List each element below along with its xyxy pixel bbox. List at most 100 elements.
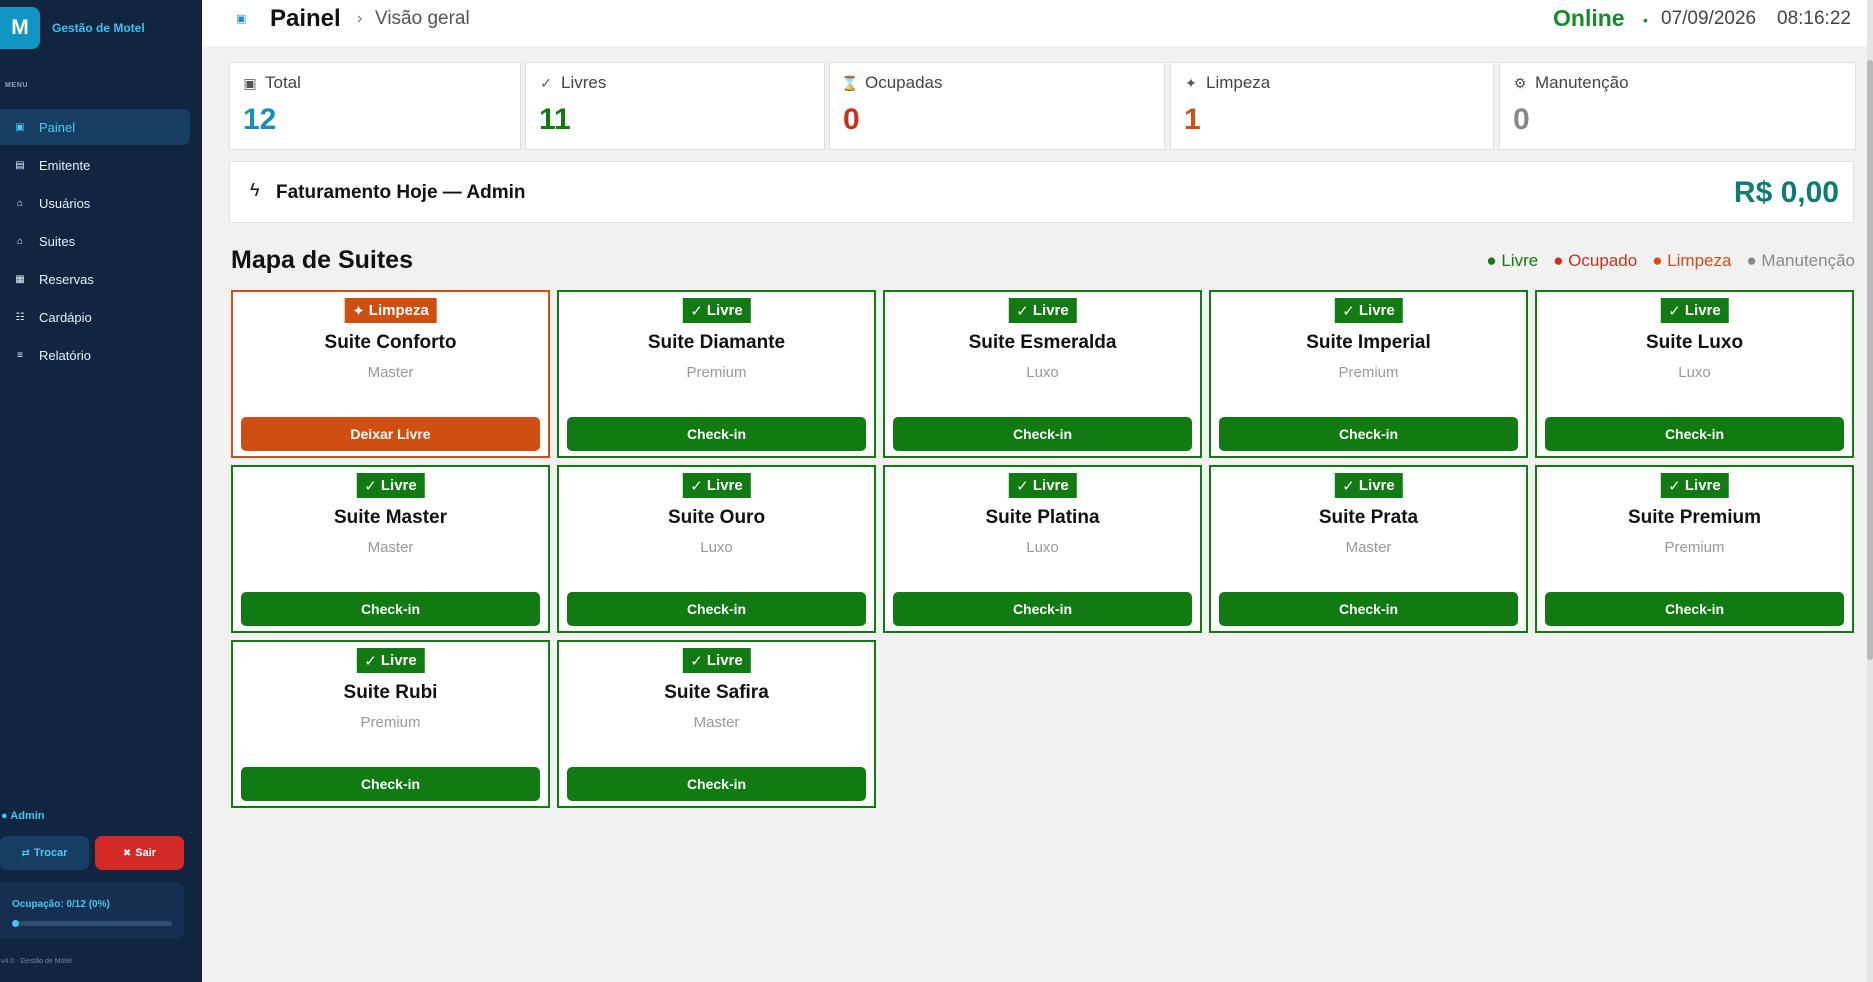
sidebar-item-relatorio[interactable]: ≡ Relatório	[0, 337, 190, 373]
close-icon: ✖	[122, 847, 132, 859]
stat-value: 1	[1184, 103, 1201, 136]
revenue-panel: ϟ Faturamento Hoje — Admin R$ 0,00	[229, 161, 1854, 223]
check-in-button[interactable]: Check-in	[1545, 592, 1844, 626]
sidebar-item-usuarios[interactable]: ⌂ Usuários	[0, 185, 190, 221]
stat-label-text: Limpeza	[1206, 73, 1271, 92]
sparkle-icon: ✦	[1185, 74, 1197, 91]
page-title: Painel	[270, 5, 341, 32]
sair-button[interactable]: ✖ Sair	[95, 836, 184, 870]
square-icon: ▣	[243, 74, 257, 91]
trocar-button[interactable]: ⇄ Trocar	[0, 836, 89, 870]
stat-label-text: Manutenção	[1535, 73, 1629, 92]
status-badge-label: Livre	[1032, 477, 1069, 494]
suite-card: ✓ Livre Suite Imperial Premium Check-in	[1209, 290, 1528, 458]
occupancy-panel: Ocupação: 0/12 (0%)	[0, 883, 184, 939]
legend-limpeza: ● Limpeza	[1652, 251, 1732, 270]
deixar-livre-button[interactable]: Deixar Livre	[241, 417, 540, 451]
sidebar-item-suites[interactable]: ⌂ Suites	[0, 223, 190, 259]
check-in-button[interactable]: Check-in	[241, 592, 540, 626]
stat-label: ✦ Limpeza	[1184, 73, 1270, 93]
occupancy-progress	[12, 920, 172, 927]
suite-category: Premium	[360, 714, 421, 731]
page-scrollbar[interactable]	[1867, 0, 1873, 982]
revenue-value: R$ 0,00	[1733, 176, 1839, 209]
suite-name: Suite Imperial	[1306, 332, 1431, 353]
list-icon: ≡	[17, 349, 23, 361]
stat-card-manutencao: ⚙ Manutenção 0	[1499, 62, 1856, 150]
status-badge-label: Livre	[706, 477, 743, 494]
sidebar-item-reservas[interactable]: ▦ Reservas	[0, 261, 190, 297]
id-card-icon: ▤	[15, 159, 25, 171]
lightning-icon: ϟ	[250, 180, 260, 200]
status-badge: ✓ Livre	[356, 648, 425, 673]
check-icon: ✓	[1668, 302, 1681, 320]
online-status: Online	[1553, 5, 1625, 31]
sidebar-item-label: Emitente	[39, 157, 91, 173]
map-legend: ● Livre ● Ocupado ● Limpeza ● Manutenção	[1471, 251, 1855, 271]
check-in-button[interactable]: Check-in	[241, 767, 540, 801]
status-badge-label: Livre	[706, 652, 743, 669]
check-icon: ✓	[1668, 477, 1681, 495]
status-badge-label: Limpeza	[368, 302, 429, 319]
scrollbar-thumb[interactable]	[1867, 60, 1873, 660]
stat-value: 0	[1513, 103, 1530, 136]
brand[interactable]: M Gestão de Motel	[0, 7, 145, 49]
status-badge: ✓ Livre	[356, 473, 425, 498]
status-badge: ✓ Livre	[1008, 298, 1077, 323]
status-separator-dot: •	[1643, 12, 1648, 28]
check-in-button[interactable]: Check-in	[893, 417, 1192, 451]
status-badge: ✓ Livre	[1660, 298, 1729, 323]
check-in-button[interactable]: Check-in	[893, 592, 1192, 626]
suite-name: Suite Master	[334, 507, 447, 528]
check-in-button[interactable]: Check-in	[567, 767, 866, 801]
current-time: 08:16:22	[1777, 8, 1851, 29]
stat-card-ocupadas: ⌛ Ocupadas 0	[829, 62, 1165, 150]
check-in-button[interactable]: Check-in	[1219, 417, 1518, 451]
sidebar-item-label: Relatório	[39, 347, 92, 363]
menu-label: MENU	[5, 82, 29, 89]
suite-category: Premium	[686, 364, 747, 381]
suite-card: ✓ Livre Suite Prata Master Check-in	[1209, 465, 1528, 633]
sidebar-item-label: Cardápio	[39, 309, 92, 325]
suite-card: ✓ Livre Suite Safira Master Check-in	[557, 640, 876, 808]
check-in-button[interactable]: Check-in	[567, 592, 866, 626]
dashboard-icon: ▣	[236, 13, 247, 25]
occupancy-progress-marker	[12, 920, 19, 927]
brand-name: Gestão de Motel	[52, 21, 145, 35]
check-in-button[interactable]: Check-in	[1545, 417, 1844, 451]
swap-icon: ⇄	[21, 847, 30, 859]
stat-label: ▣ Total	[243, 73, 301, 93]
sparkle-icon: ✦	[352, 302, 365, 320]
hourglass-icon: ⌛	[841, 74, 859, 91]
status-badge: ✓ Livre	[682, 648, 751, 673]
sidebar-item-emitente[interactable]: ▤ Emitente	[0, 147, 190, 183]
sidebar-item-cardapio[interactable]: ☷ Cardápio	[0, 299, 190, 335]
sidebar-item-painel[interactable]: ▣ Painel	[0, 109, 190, 145]
suite-name: Suite Premium	[1627, 507, 1762, 528]
stat-card-limpeza: ✦ Limpeza 1	[1170, 62, 1494, 150]
map-title: Mapa de Suites	[231, 246, 413, 274]
stat-card-total: ▣ Total 12	[229, 62, 521, 150]
trocar-label: Trocar	[33, 847, 68, 859]
current-user: ● Admin	[1, 810, 45, 822]
stat-card-livres: ✓ Livres 11	[525, 62, 825, 150]
occupancy-text: Ocupação: 0/12 (0%)	[12, 899, 110, 910]
suite-category: Premium	[1338, 364, 1399, 381]
status-badge-label: Livre	[1684, 302, 1721, 319]
status-badge-label: Livre	[706, 302, 743, 319]
stat-label-text: Livres	[561, 73, 607, 92]
suite-card: ✦ Limpeza Suite Conforto Master Deixar Li…	[231, 290, 550, 458]
check-icon: ✓	[690, 302, 703, 320]
check-in-button[interactable]: Check-in	[1219, 592, 1518, 626]
stat-label-text: Ocupadas	[865, 73, 943, 92]
check-in-button[interactable]: Check-in	[567, 417, 866, 451]
suite-card: ✓ Livre Suite Diamante Premium Check-in	[557, 290, 876, 458]
status-badge: ✓ Livre	[1334, 473, 1403, 498]
suite-card: ✓ Livre Suite Master Master Check-in	[231, 465, 550, 633]
brand-logo: M	[0, 7, 40, 49]
status-badge-label: Livre	[380, 652, 417, 669]
suite-name: Suite Diamante	[647, 332, 786, 353]
legend-livre: ● Livre	[1486, 251, 1539, 270]
header-status: Online • 07/09/2026 08:16:22	[1553, 5, 1873, 35]
sidebar-item-label: Reservas	[39, 271, 94, 287]
